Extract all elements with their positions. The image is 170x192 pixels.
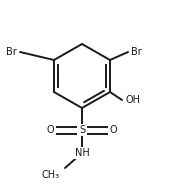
Text: NH: NH — [75, 148, 89, 158]
Text: OH: OH — [125, 95, 140, 105]
Text: CH₃: CH₃ — [42, 170, 60, 180]
Text: O: O — [110, 125, 118, 135]
Text: Br: Br — [6, 47, 17, 57]
Text: O: O — [46, 125, 54, 135]
Text: S: S — [79, 125, 85, 135]
Text: Br: Br — [131, 47, 142, 57]
